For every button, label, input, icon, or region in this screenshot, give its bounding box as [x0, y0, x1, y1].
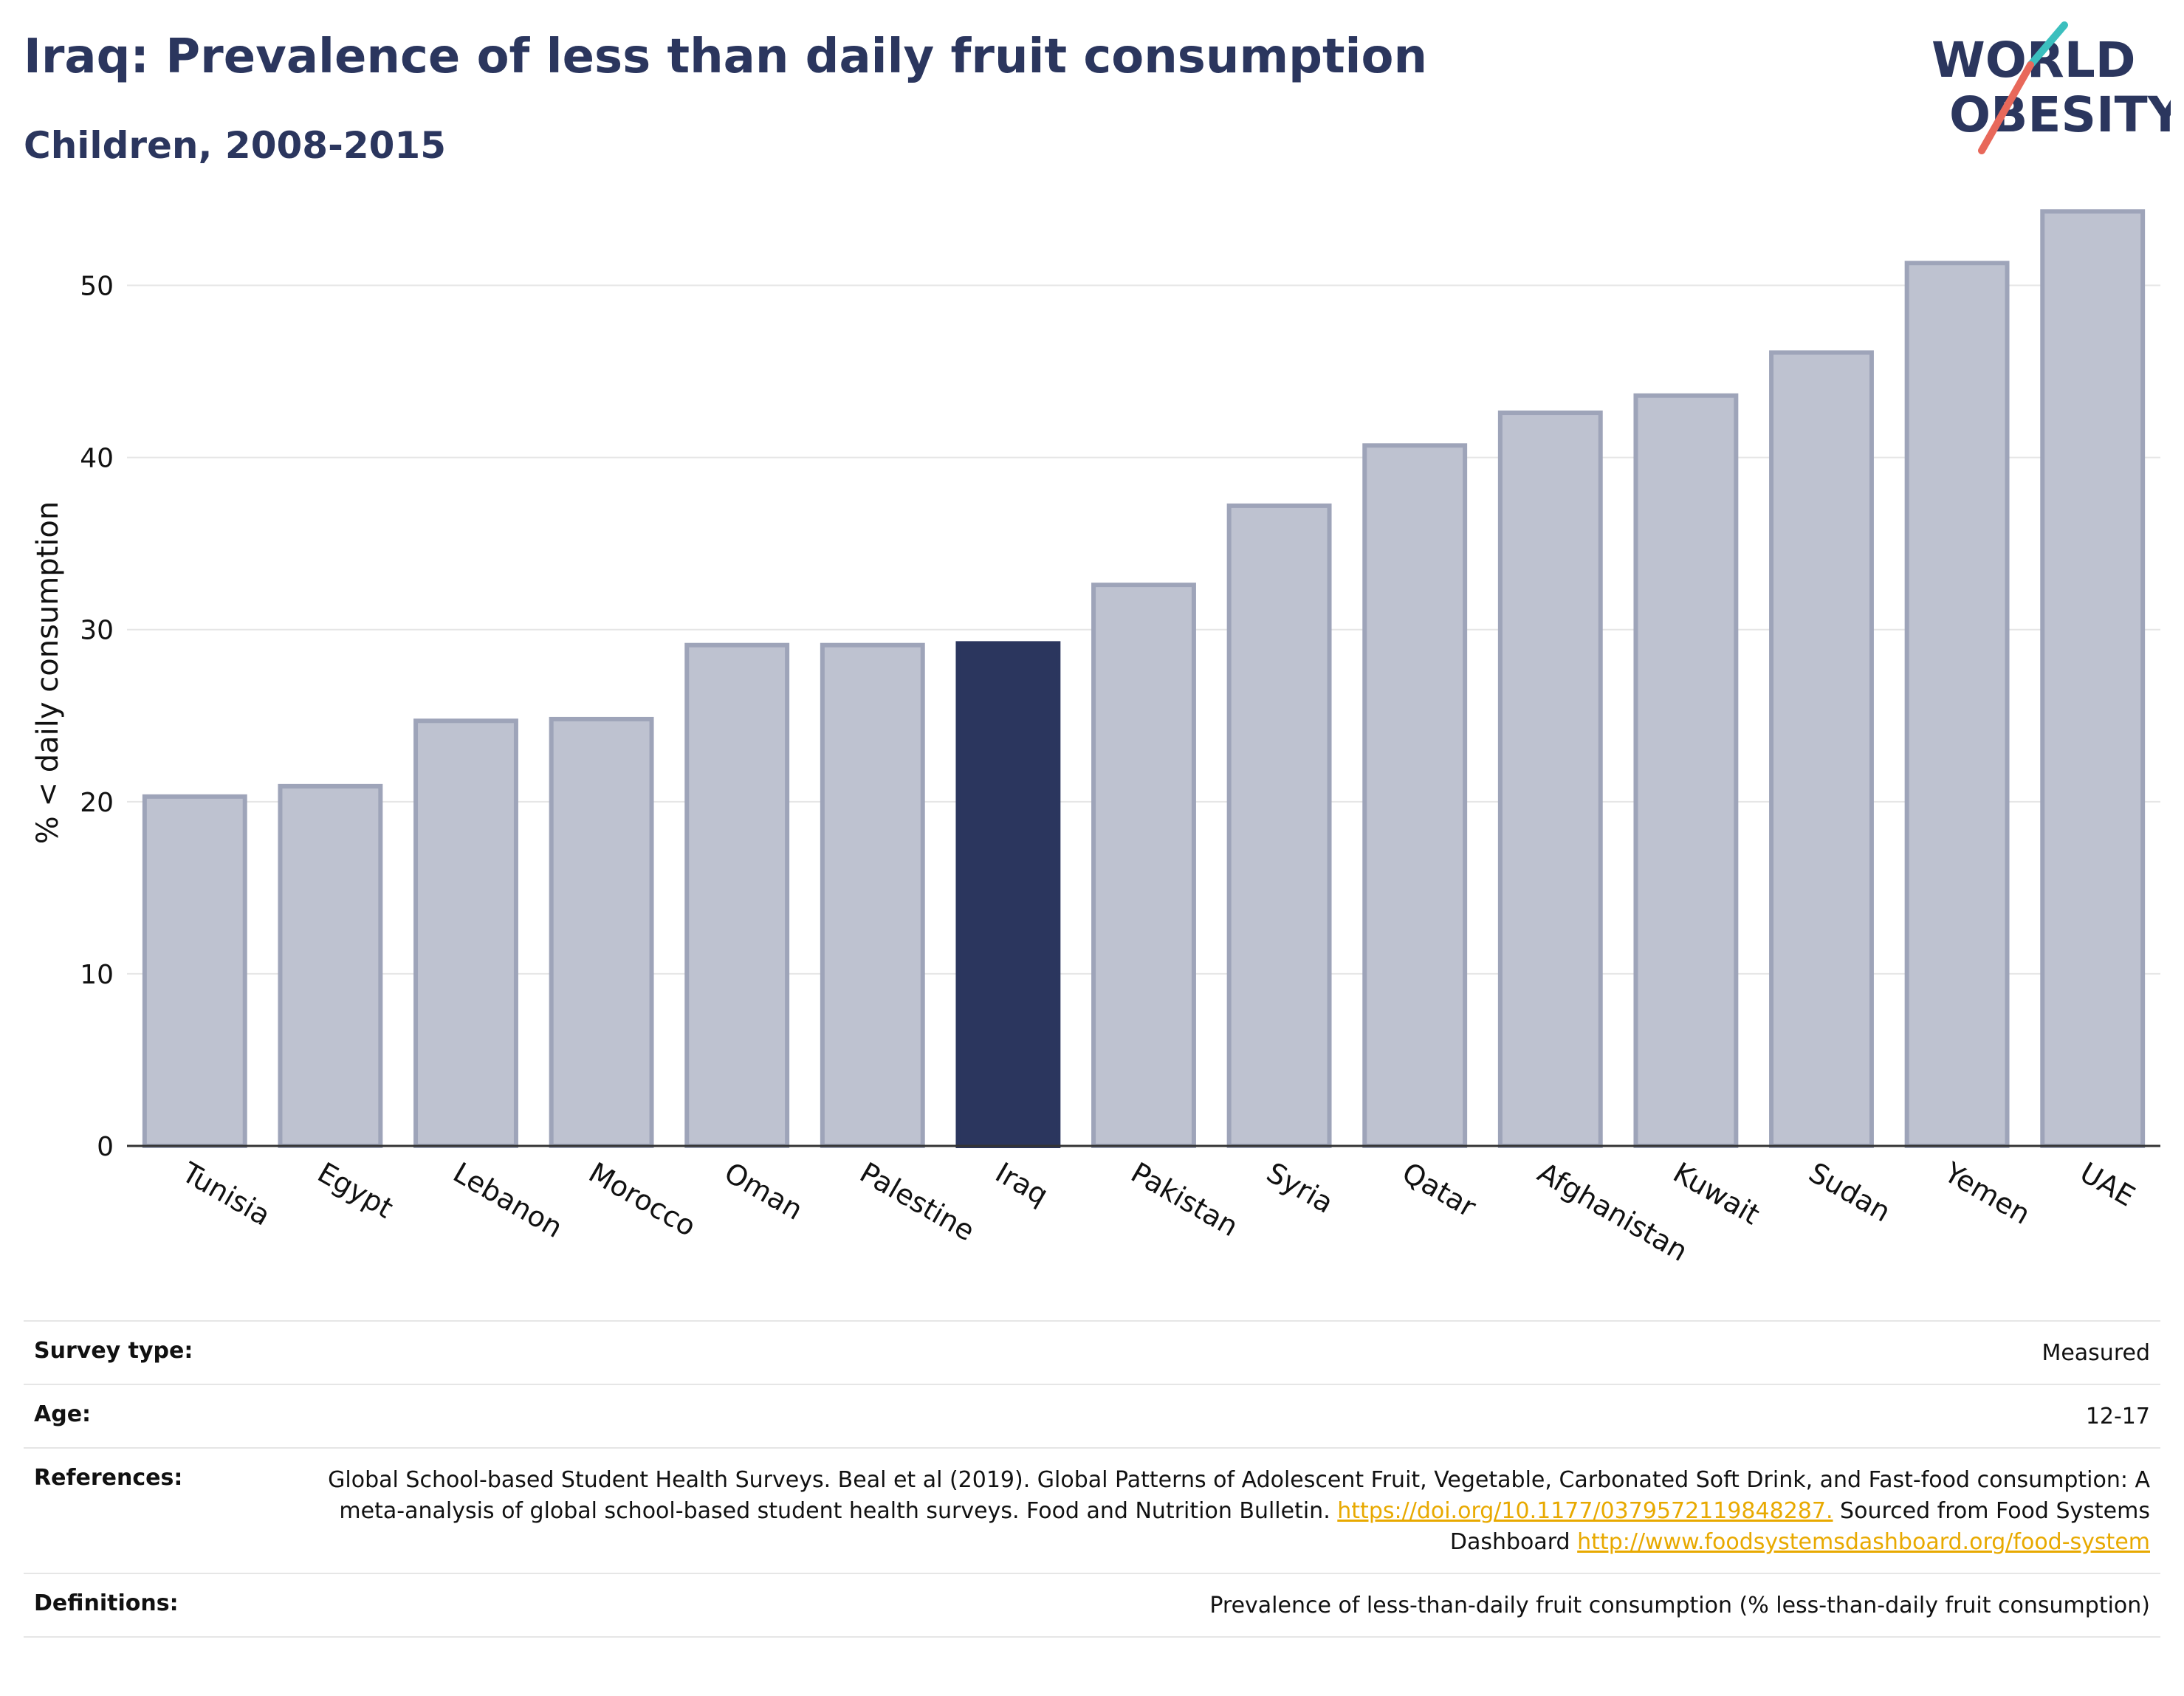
survey-type-value: Measured	[2042, 1340, 2150, 1366]
chart-title: Iraq: Prevalence of less than daily frui…	[24, 30, 1427, 84]
bar-qatar	[1362, 443, 1468, 1148]
definitions-value: Prevalence of less-than-daily fruit cons…	[1209, 1593, 2150, 1618]
info-table: Survey type: Measured Age: 12-17 Referen…	[24, 1320, 2160, 1638]
references-label: References:	[34, 1465, 183, 1491]
age-value: 12-17	[2085, 1404, 2150, 1429]
bar-oman	[684, 642, 790, 1148]
references-text-2: Sourced from Food Systems Dashboard	[1449, 1498, 2150, 1555]
x-tick-label-tunisia: Tunisia	[176, 1156, 275, 1232]
x-tick-label-kuwait: Kuwait	[1668, 1156, 1765, 1232]
info-row-definitions: Definitions: Prevalence of less-than-dai…	[24, 1574, 2160, 1638]
bar-lebanon	[413, 718, 518, 1148]
info-row-survey-type: Survey type: Measured	[24, 1322, 2160, 1385]
survey-type-label: Survey type:	[34, 1338, 193, 1364]
y-tick-label-20: 20	[80, 788, 114, 818]
bar-pakistan	[1091, 583, 1196, 1148]
bar-chart: 0 10 20 30 40 50 Tunisia Egypt Lebanon Morocco Om…	[31, 209, 2160, 1268]
x-tick-label-lebanon: Lebanon	[448, 1156, 569, 1244]
y-tick-label-50: 50	[80, 272, 114, 302]
definitions-label: Definitions:	[34, 1590, 179, 1616]
doi-link[interactable]: https://doi.org/10.1177/0379572119848287…	[1337, 1498, 1833, 1524]
bar-palestine	[820, 642, 925, 1148]
logo-slash-teal	[2027, 21, 2068, 69]
logo-slash-coral	[1978, 61, 2034, 154]
bar-kuwait	[1633, 393, 1739, 1148]
food-systems-dashboard-link[interactable]: http://www.foodsystemsdashboard.org/food…	[1577, 1529, 2150, 1555]
y-tick-label-0: 0	[97, 1132, 114, 1162]
x-tick-label-oman: Oman	[719, 1156, 808, 1226]
bar-morocco	[549, 716, 654, 1148]
x-tick-label-sudan: Sudan	[1804, 1156, 1897, 1229]
age-label: Age:	[34, 1401, 92, 1427]
x-tick-label-yemen: Yemen	[1938, 1156, 2036, 1231]
x-tick-label-uae: UAE	[2075, 1156, 2140, 1213]
bar-egypt	[278, 783, 383, 1149]
bar-sudan	[1769, 350, 1874, 1148]
world-obesity-logo: WORLD OBESITY	[1931, 21, 2171, 154]
x-tick-label-morocco: Morocco	[583, 1156, 701, 1243]
x-tick-label-iraq: Iraq	[990, 1156, 1054, 1212]
y-tick-label-40: 40	[80, 444, 114, 474]
bar-iraq	[955, 641, 1061, 1148]
x-tick-label-egypt: Egypt	[312, 1156, 399, 1225]
y-tick-label-30: 30	[80, 616, 114, 646]
x-tick-label-afghanistan: Afghanistan	[1532, 1156, 1693, 1268]
x-axis-ticks: Tunisia Egypt Lebanon Morocco Oman Palestine I…	[176, 1156, 2140, 1268]
bar-uae	[2040, 209, 2146, 1148]
info-row-references: References: Global School-based Student …	[24, 1449, 2160, 1574]
y-axis-ticks: 0 10 20 30 40 50	[80, 272, 114, 1162]
y-axis-label: % < daily consumption	[31, 501, 65, 844]
bar-tunisia	[142, 794, 247, 1148]
bars	[142, 209, 2146, 1149]
y-tick-label-10: 10	[80, 960, 114, 990]
x-tick-label-qatar: Qatar	[1397, 1156, 1482, 1224]
x-tick-label-syria: Syria	[1261, 1156, 1339, 1220]
chart-subtitle: Children, 2008-2015	[24, 124, 446, 167]
bar-yemen	[1904, 261, 2010, 1148]
bar-afghanistan	[1497, 411, 1603, 1148]
info-row-age: Age: 12-17	[24, 1385, 2160, 1449]
x-tick-label-palestine: Palestine	[854, 1156, 980, 1248]
references-value: Global School-based Student Health Surve…	[182, 1465, 2150, 1558]
logo-text-obesity: OBESITY	[1949, 86, 2171, 143]
references-text-1: Global School-based Student Health Surve…	[328, 1467, 2150, 1524]
x-tick-label-pakistan: Pakistan	[1126, 1156, 1244, 1243]
bar-syria	[1226, 503, 1332, 1149]
